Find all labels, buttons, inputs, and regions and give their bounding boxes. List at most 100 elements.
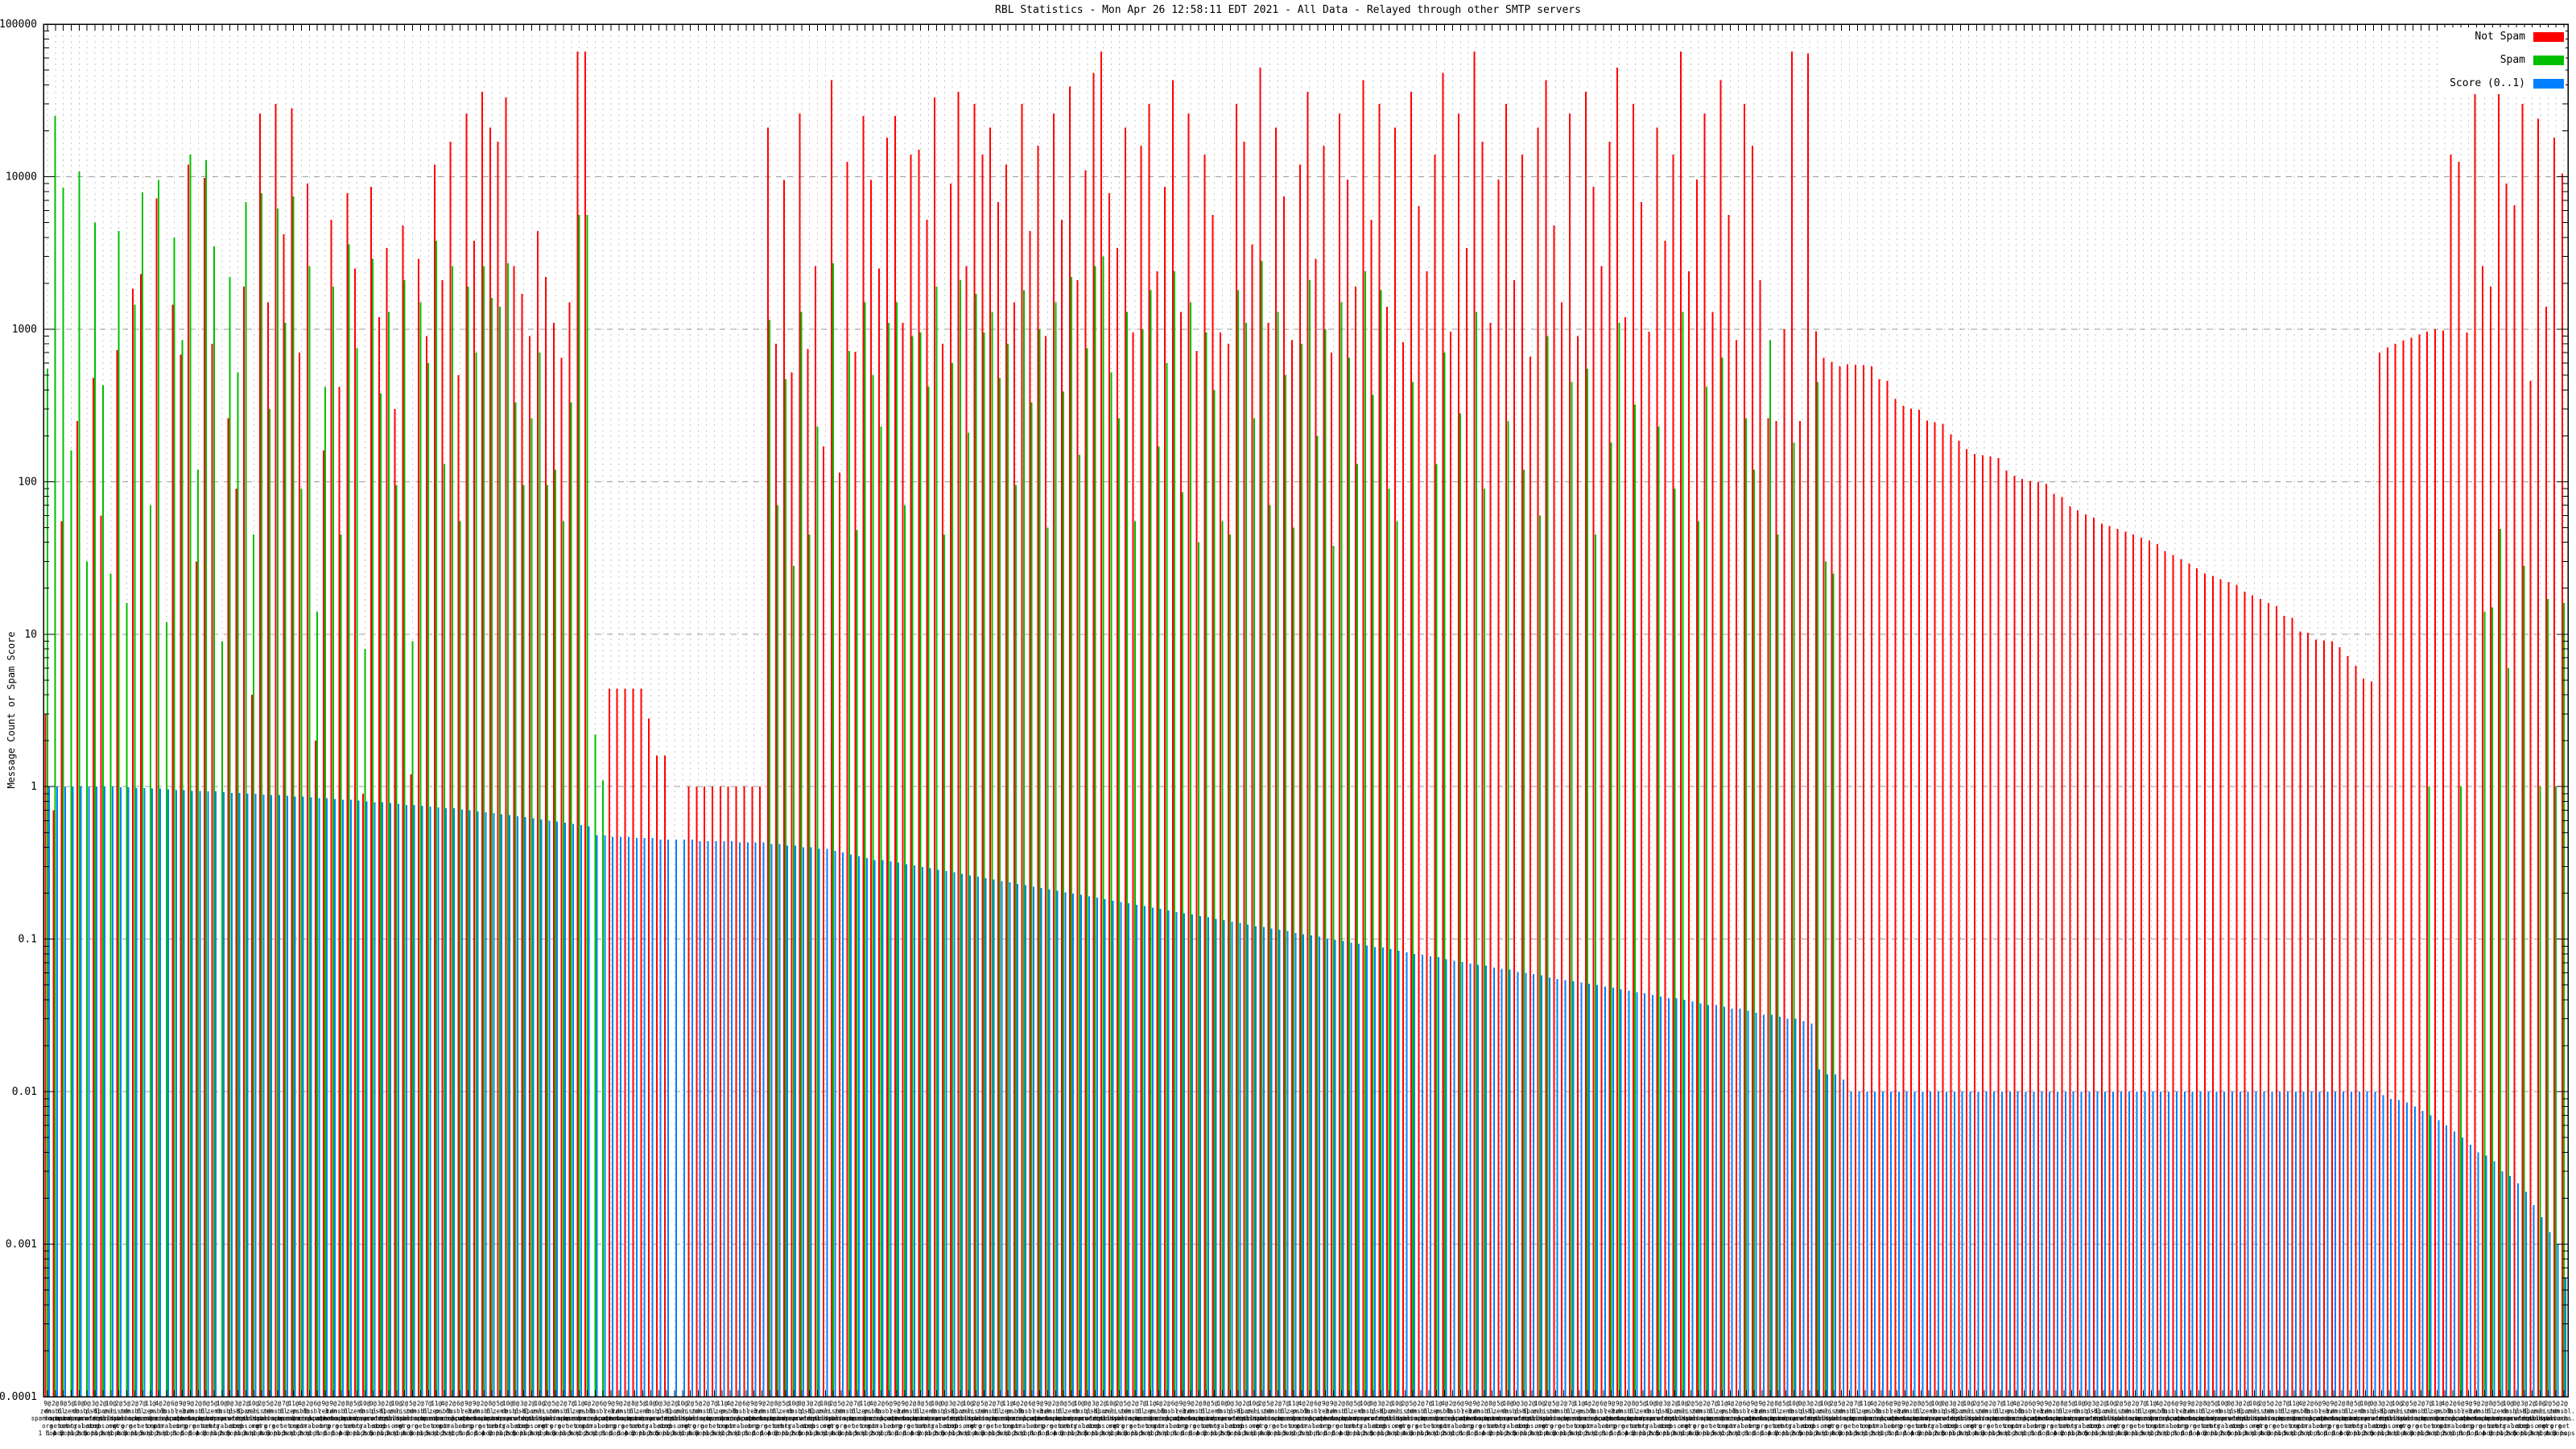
svg-text:11@: 11@ xyxy=(2432,1400,2443,1407)
svg-text:net: net xyxy=(701,1422,712,1430)
svg-text:10@: 10@ xyxy=(1392,1400,1403,1407)
svg-text:com: com xyxy=(439,1422,450,1430)
svg-text:zen.: zen. xyxy=(1104,1407,1118,1414)
svg-text:spamhaus.: spamhaus. xyxy=(237,1415,270,1422)
svg-text:7@: 7@ xyxy=(139,1400,147,1407)
svg-text:list.: list. xyxy=(2111,1407,2129,1414)
svg-text:dnsbl.: dnsbl. xyxy=(1759,1407,1781,1414)
svg-text:spamcop.: spamcop. xyxy=(414,1415,443,1422)
svg-text:4@: 4@ xyxy=(2442,1400,2450,1407)
svg-text:bl.: bl. xyxy=(2344,1407,2355,1414)
svg-text:spamhaus.: spamhaus. xyxy=(667,1415,700,1422)
svg-text:sorbs.: sorbs. xyxy=(1331,1415,1352,1422)
svg-text:bl.: bl. xyxy=(1137,1407,1149,1414)
svg-text:spamhaus.: spamhaus. xyxy=(2310,1415,2343,1422)
svg-text:3@: 3@ xyxy=(2092,1400,2100,1407)
svg-text:6@: 6@ xyxy=(600,1400,608,1407)
svg-text:b.: b. xyxy=(1790,1407,1798,1414)
svg-text:uceprotect.: uceprotect. xyxy=(1154,1415,1195,1422)
svg-text:spamhaus.: spamhaus. xyxy=(2032,1415,2065,1422)
svg-text:sorbs.: sorbs. xyxy=(981,1415,1003,1422)
svg-text:bl.: bl. xyxy=(1709,1407,1720,1414)
svg-text:surriel.: surriel. xyxy=(2224,1415,2253,1422)
svg-text:spamhaus.: spamhaus. xyxy=(1095,1415,1128,1422)
svg-text:1 hop: 1 hop xyxy=(1864,1430,1883,1437)
svg-text:bl.: bl. xyxy=(1916,1407,1927,1414)
svg-text:3 hops: 3 hops xyxy=(1100,1430,1122,1437)
svg-text:0@: 0@ xyxy=(512,1400,520,1407)
svg-text:3 hops: 3 hops xyxy=(1958,1430,1979,1437)
svg-text:1 hop: 1 hop xyxy=(888,1430,906,1437)
svg-text:9@: 9@ xyxy=(1187,1400,1195,1407)
svg-text:4 hops: 4 hops xyxy=(1831,1430,1852,1437)
svg-text:spamhaus.: spamhaus. xyxy=(1174,1415,1208,1422)
svg-text:dnsbl-1.: dnsbl-1. xyxy=(72,1407,101,1414)
svg-text:org: org xyxy=(820,1422,832,1430)
svg-text:org: org xyxy=(542,1422,553,1430)
svg-text:net: net xyxy=(2479,1422,2491,1430)
svg-text:1 hop: 1 hop xyxy=(522,1430,541,1437)
svg-text:zen.: zen. xyxy=(977,1407,992,1414)
svg-text:psbl.: psbl. xyxy=(1293,1407,1311,1414)
svg-text:spamhaus.: spamhaus. xyxy=(309,1415,342,1422)
svg-text:3@: 3@ xyxy=(806,1400,814,1407)
svg-text:2 hops: 2 hops xyxy=(60,1430,82,1437)
svg-text:b.: b. xyxy=(1075,1407,1083,1414)
svg-text:central.org: central.org xyxy=(2202,1422,2243,1430)
svg-text:org: org xyxy=(1892,1422,1903,1430)
svg-text:9@: 9@ xyxy=(1044,1400,1052,1407)
svg-text:2 hops: 2 hops xyxy=(1633,1430,1654,1437)
svg-text:barracuda: barracuda xyxy=(1492,1415,1525,1422)
svg-text:10@: 10@ xyxy=(1645,1400,1657,1407)
svg-text:spamcop.: spamcop. xyxy=(335,1415,364,1422)
svg-text:com: com xyxy=(1090,1422,1101,1430)
svg-text:bl.: bl. xyxy=(58,1407,69,1414)
svg-text:org: org xyxy=(780,1422,791,1430)
svg-text:2 hops: 2 hops xyxy=(1648,1430,1670,1437)
svg-text:surriel.: surriel. xyxy=(2430,1415,2459,1422)
svg-text:dnsbl.: dnsbl. xyxy=(1045,1407,1067,1414)
svg-text:dsbl.: dsbl. xyxy=(1396,1415,1414,1422)
svg-text:8@: 8@ xyxy=(2346,1400,2354,1407)
svg-text:6@: 6@ xyxy=(886,1400,894,1407)
svg-text:0.0001: 0.0001 xyxy=(0,1391,37,1403)
svg-text:5@: 5@ xyxy=(1068,1400,1076,1407)
svg-text:1 hop: 1 hop xyxy=(2459,1430,2478,1437)
svg-text:dnsbl.: dnsbl. xyxy=(1807,1415,1829,1422)
svg-text:1 hop: 1 hop xyxy=(189,1430,208,1437)
svg-text:surriel.: surriel. xyxy=(2081,1415,2110,1422)
svg-text:10@: 10@ xyxy=(820,1400,832,1407)
svg-text:zen.: zen. xyxy=(691,1407,706,1414)
svg-text:9@: 9@ xyxy=(1179,1400,1187,1407)
svg-text:8@: 8@ xyxy=(2489,1400,2497,1407)
svg-text:bl.: bl. xyxy=(995,1407,1006,1414)
svg-text:5@: 5@ xyxy=(639,1400,647,1407)
svg-text:10@: 10@ xyxy=(249,1400,260,1407)
svg-text:2@: 2@ xyxy=(1814,1400,1823,1407)
svg-text:zen.: zen. xyxy=(1247,1407,1261,1414)
svg-text:zen.: zen. xyxy=(287,1407,301,1414)
svg-text:spamhaus.: spamhaus. xyxy=(2055,1415,2088,1422)
svg-text:org: org xyxy=(1574,1422,1585,1430)
svg-text:bl.: bl. xyxy=(1567,1407,1578,1414)
svg-text:zen.: zen. xyxy=(858,1407,873,1414)
svg-text:zen.: zen. xyxy=(326,1407,341,1414)
svg-text:org: org xyxy=(1066,1422,1077,1430)
grid-vertical xyxy=(47,24,2565,1397)
svg-text:dnsbl.: dnsbl. xyxy=(2124,1407,2146,1414)
svg-text:10@: 10@ xyxy=(2249,1400,2260,1407)
svg-text:central.org: central.org xyxy=(2290,1422,2330,1430)
svg-text:1 hop: 1 hop xyxy=(1721,1430,1740,1437)
svg-text:dnsbl.: dnsbl. xyxy=(2045,1407,2066,1414)
svg-text:1 hop: 1 hop xyxy=(2095,1430,2113,1437)
svg-text:bl.: bl. xyxy=(915,1407,927,1414)
svg-text:0.01: 0.01 xyxy=(12,1086,37,1098)
svg-text:psbl.: psbl. xyxy=(2436,1407,2454,1414)
svg-text:2 hops: 2 hops xyxy=(1584,1430,1606,1437)
svg-text:spam.: spam. xyxy=(1666,1407,1684,1414)
svg-text:spam.: spam. xyxy=(2380,1407,2399,1414)
svg-text:dnsbl.: dnsbl. xyxy=(2330,1407,2352,1414)
svg-text:b.: b. xyxy=(1591,1407,1599,1414)
svg-text:barracuda: barracuda xyxy=(1294,1415,1327,1422)
svg-text:5 hops: 5 hops xyxy=(1942,1430,1963,1437)
